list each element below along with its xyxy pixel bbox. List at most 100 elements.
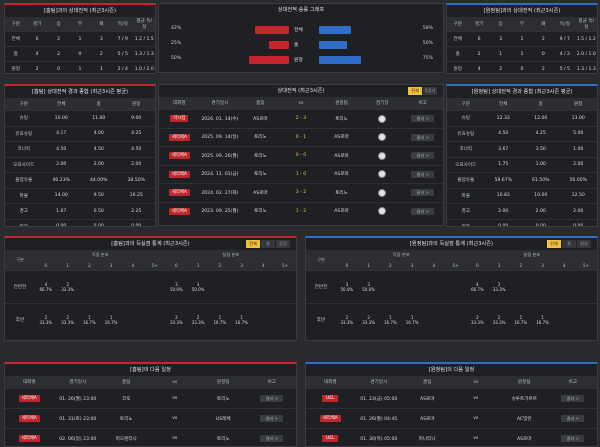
tab-2[interactable]: 원정 [276,240,290,248]
table-row: 세리에A 2023. 09. 25(월) 토리노 1 - 2 AS로마 결과 > [159,201,443,220]
date-cell: 01. 31(토) 23:00 [53,408,102,429]
row-label: 경고 [447,203,485,219]
tab-1[interactable]: 홈 [261,240,275,248]
cell [274,270,296,304]
row-label: 파울 [447,187,485,204]
home-team: 토리노 [240,127,281,147]
league-badge: 세리에A [18,435,40,442]
league-badge: 세리에A [168,207,190,215]
cell: 0 [47,61,70,73]
next-right-table: 대회명 경기일시 홈팀 vs 원정팀 비고 UEL 01. 23(금) 05:00 AS로마 vs… [306,376,597,446]
tab-recent[interactable]: 5경기 [423,87,437,95]
cell: 1 16.7% [78,303,101,336]
result-button[interactable]: 결과 > [411,115,434,123]
table-row: 전체 6 3 1 2 9 / 7 1.5 / 1.2 [447,31,597,47]
result-button[interactable]: 결과 > [411,189,434,197]
result-button[interactable]: 결과 > [411,133,434,141]
league-cell: 세리에A [159,201,200,220]
cell: 1 16.7% [401,303,423,336]
column-header: 득/실 [554,17,576,31]
cell: 1 [69,31,91,47]
column-header: 3 [531,260,554,271]
cell: 3.67 [484,141,522,157]
cell: 12.00 [522,110,560,126]
column-header: 전체 [484,98,522,111]
cell: 61.50% [522,172,560,188]
result-button[interactable]: 결과 > [561,415,585,422]
cell: 2 33.3% [488,303,510,336]
soccer-ball-icon [378,114,387,123]
result-button[interactable]: 결과 > [411,207,434,215]
note-cell: 결과 > [402,109,443,128]
column-header: 비고 [247,376,296,389]
column-header: 전체 [42,98,80,111]
cell: 3 50.0% [187,270,209,304]
away-team: AC밀란 [500,408,549,429]
conceded-group-header: 실점 분포 [466,250,597,260]
result-button[interactable]: 결과 > [411,170,434,178]
score: 3 - 2 [280,183,322,202]
score: 2 - 3 [280,109,322,128]
column-header: 대회명 [5,376,54,389]
h2h-right-table: 구분 경기 승 무 패 득/실 평균 득/실 [447,17,597,31]
column-header: 0 [466,260,489,271]
home-team: AS로마 [240,109,281,128]
table-row: 볼점유율 59.67% 61.50% 56.00% [447,172,597,188]
label-column-header: 구분 [306,250,336,271]
table-row: 슈팅 12.33 12.00 13.00 [447,110,597,126]
cell: 2 33.3% [165,303,188,336]
cell: 4 66.7% [35,270,57,304]
graph-row: 50% 원정 75% [159,54,443,67]
row-label: 원정 [5,61,27,73]
cell [444,270,467,304]
right-percent: 58% [422,26,433,31]
cell [274,303,296,336]
goals-right-tabs: 전체 홈 원정 [547,240,591,248]
home-team: 피오렌티나 [102,428,151,446]
date-cell: 2024. 11. 01(금) [199,164,241,184]
column-header: 평균 득/실 [575,17,597,31]
row-label: 전체 [294,28,303,33]
tab-0[interactable]: 전체 [246,240,260,248]
cell: 2.00 [559,203,597,219]
cell: 2 33.3% [56,303,79,336]
date-cell: 01. 23(금) 05:00 [354,388,403,409]
row-label: 슈팅 [447,110,485,126]
tab-all[interactable]: 전체 [408,87,422,95]
table-row: 전반전 3 50.0% 3 50.0% 4 66.7% 2 33.3% [306,270,597,304]
row-label: 오프사이드 [447,156,485,173]
tab-1[interactable]: 홈 [562,240,576,248]
result-button[interactable]: 결과 > [561,435,585,442]
header-row: 구분 전체 홈 원정 [447,98,597,111]
home-team: AS로마 [403,408,452,429]
cell: 14.00 [42,187,80,204]
date-cell: 02. 06(일) 23:00 [53,428,102,446]
date-cell: 2025. 09. 26(월) [199,146,241,165]
cell: 1.00 [522,156,560,173]
stats-left-table: 구분 전체 홈 원정 슈팅 10.00 11.00 9.00 유효슈팅 4.17 4.00 4.25 코… [5,98,155,226]
cell: 2 [90,46,113,62]
column-header: 원정팀 [500,376,549,389]
result-button[interactable]: 결과 > [561,395,585,402]
date-cell: 01. 26(월) 23:00 [53,388,102,409]
home-team: 파나티나 [403,428,452,446]
vs-label: vs [473,436,479,441]
column-header: 5+ [575,260,597,271]
vs-label: vs [172,436,178,441]
row-label: 홈 [5,46,27,62]
cell: 5 / 5 [554,61,576,73]
column-header: 무 [511,17,533,31]
cell: 1.67 [42,203,80,219]
cell: 0.00 [522,218,560,226]
stadium-cell [361,127,403,147]
table-row: 세리에A 2025. 09. 14(일) 토리노 0 - 1 AS로마 결과 > [159,127,443,147]
home-team: 토리노 [240,201,281,220]
league-badge: 세리에A [18,415,40,422]
result-button[interactable]: 결과 > [260,435,284,442]
tab-0[interactable]: 전체 [547,240,561,248]
result-button[interactable]: 결과 > [411,152,434,160]
result-button[interactable]: 결과 > [260,415,284,422]
result-button[interactable]: 결과 > [260,395,284,402]
tab-2[interactable]: 원정 [577,240,591,248]
